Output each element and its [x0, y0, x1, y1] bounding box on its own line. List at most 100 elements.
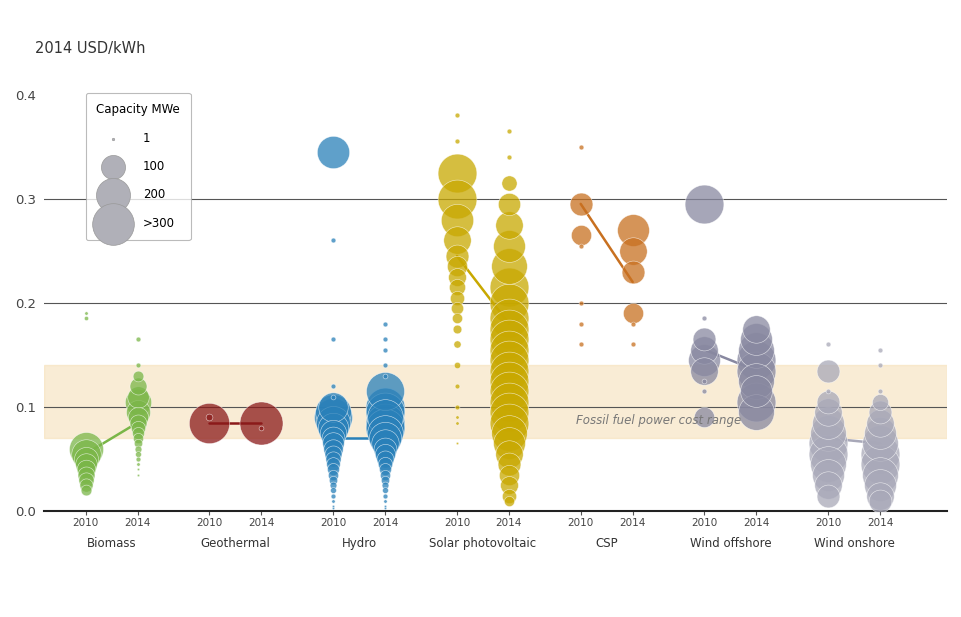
Point: [696, 313, 711, 323]
Point: [820, 407, 835, 417]
Point: [325, 486, 340, 495]
Point: [325, 236, 340, 246]
Point: [501, 449, 516, 459]
Point: [872, 407, 887, 417]
Point: [748, 345, 763, 355]
Point: [130, 360, 145, 370]
Point: [696, 345, 711, 355]
Point: [449, 194, 464, 204]
Point: [449, 360, 464, 370]
Point: [449, 313, 464, 323]
Point: [501, 376, 516, 386]
Point: [325, 491, 340, 500]
Point: [377, 449, 392, 459]
Point: [377, 480, 392, 490]
Point: [501, 262, 516, 271]
Text: Fossil fuel power cost range: Fossil fuel power cost range: [575, 414, 740, 427]
Point: [130, 412, 145, 422]
Point: [130, 459, 145, 469]
Point: [377, 428, 392, 438]
Point: [449, 303, 464, 313]
Point: [325, 470, 340, 479]
Point: [377, 412, 392, 422]
Point: [449, 136, 464, 146]
Point: [748, 334, 763, 344]
Point: [325, 381, 340, 391]
Point: [449, 402, 464, 412]
Point: [820, 459, 835, 469]
Point: [130, 371, 145, 381]
Point: [325, 334, 340, 344]
Point: [130, 407, 145, 417]
Point: [820, 439, 835, 449]
Point: [501, 386, 516, 396]
Point: [501, 480, 516, 490]
Point: [501, 199, 516, 209]
Text: Solar photovoltaic: Solar photovoltaic: [429, 537, 536, 550]
Point: [625, 267, 640, 276]
Point: [325, 454, 340, 464]
Point: [78, 444, 93, 453]
Point: [696, 334, 711, 344]
Point: [872, 470, 887, 479]
Text: Wind onshore: Wind onshore: [813, 537, 894, 550]
Point: [377, 433, 392, 443]
Point: [78, 459, 93, 469]
Point: [820, 428, 835, 438]
Text: Hydro: Hydro: [341, 537, 377, 550]
Point: [325, 423, 340, 433]
Point: [573, 241, 588, 251]
Point: [501, 313, 516, 323]
Point: [130, 454, 145, 464]
Point: [377, 503, 392, 513]
Point: [325, 444, 340, 453]
Point: [325, 503, 340, 513]
Point: [872, 480, 887, 490]
Point: [377, 407, 392, 417]
Point: [78, 454, 93, 464]
Point: [820, 449, 835, 459]
Point: [625, 246, 640, 255]
Point: [501, 428, 516, 438]
Point: [696, 199, 711, 209]
Legend: 1, 100, 200, >300: 1, 100, 200, >300: [86, 93, 190, 241]
Point: [449, 282, 464, 292]
Point: [130, 392, 145, 402]
Point: [449, 324, 464, 334]
Text: Biomass: Biomass: [86, 537, 136, 550]
Point: [377, 459, 392, 469]
Point: [501, 366, 516, 376]
Point: [748, 397, 763, 407]
Point: [325, 496, 340, 506]
Point: [501, 220, 516, 230]
Point: [449, 418, 464, 428]
Point: [573, 230, 588, 240]
Point: [377, 496, 392, 506]
Point: [377, 465, 392, 474]
Point: [501, 418, 516, 428]
Point: [872, 418, 887, 428]
Point: [377, 345, 392, 355]
Point: [130, 470, 145, 479]
Point: [449, 110, 464, 120]
Point: [872, 459, 887, 469]
Point: [748, 376, 763, 386]
Text: CSP: CSP: [595, 537, 617, 550]
Point: [325, 465, 340, 474]
Point: [501, 496, 516, 506]
Point: [625, 339, 640, 349]
Point: [501, 152, 516, 162]
Point: [78, 308, 93, 318]
Point: [130, 428, 145, 438]
Text: 2014 USD/kWh: 2014 USD/kWh: [35, 41, 145, 56]
Point: [130, 439, 145, 449]
Point: [449, 439, 464, 449]
Point: [449, 236, 464, 246]
Point: [130, 418, 145, 428]
Point: [202, 412, 217, 422]
Point: [325, 402, 340, 412]
Point: [748, 386, 763, 396]
Point: [696, 386, 711, 396]
Point: [325, 392, 340, 402]
Point: [130, 444, 145, 453]
